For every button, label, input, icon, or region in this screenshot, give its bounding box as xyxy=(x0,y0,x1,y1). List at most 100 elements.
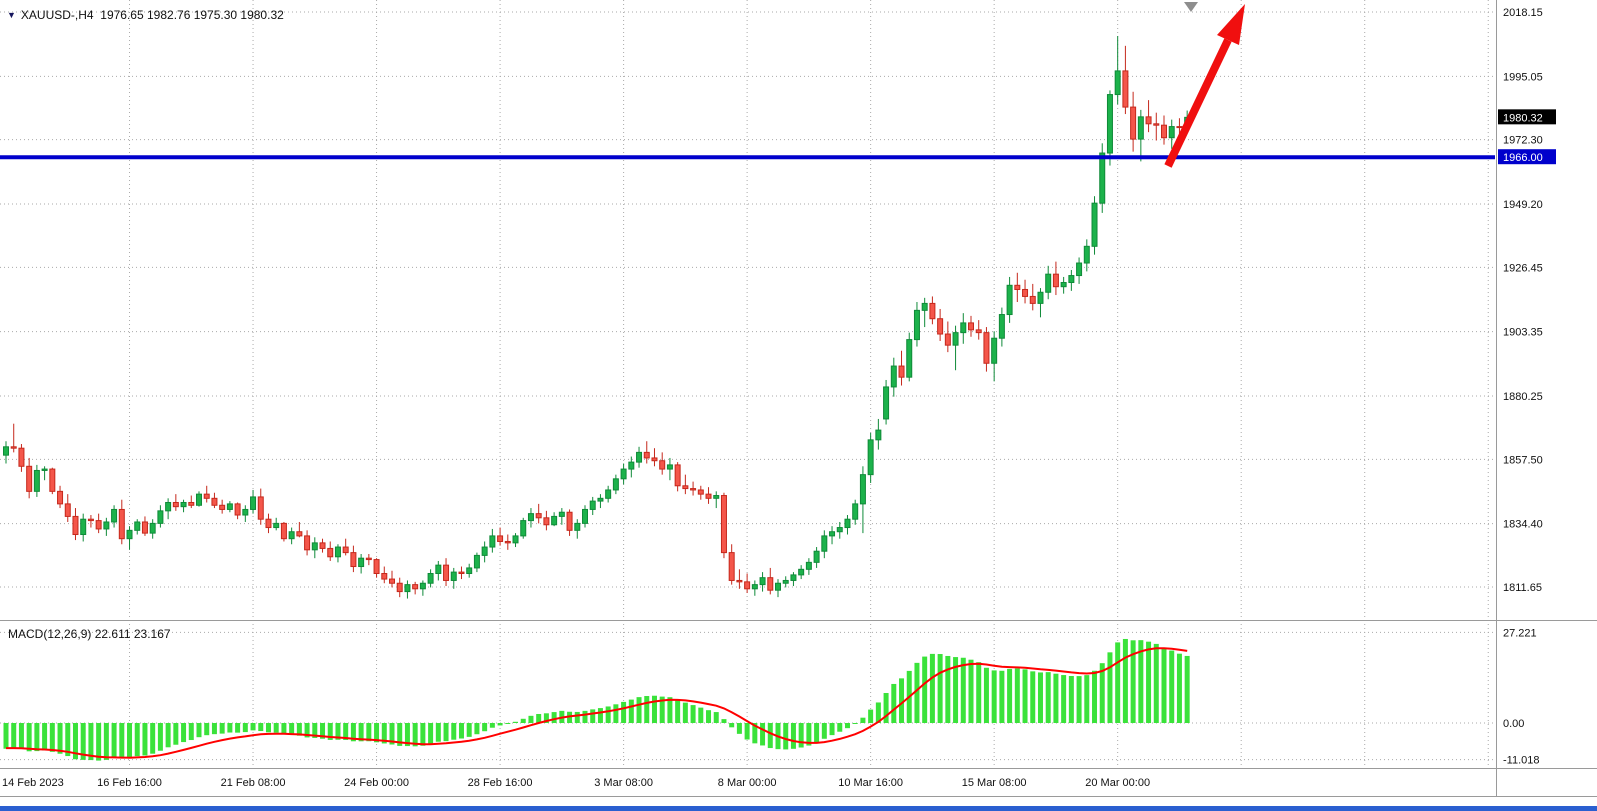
macd-bar xyxy=(852,723,858,724)
macd-bar xyxy=(505,723,511,724)
candle-up xyxy=(288,531,295,540)
candle-up xyxy=(612,478,619,491)
macd-bar xyxy=(273,723,279,733)
candle-up xyxy=(859,474,866,505)
macd-bar xyxy=(736,723,742,734)
candle-up xyxy=(419,582,426,590)
macd-bar xyxy=(706,710,712,723)
candle-up xyxy=(775,582,781,591)
time-axis[interactable]: 14 Feb 2023 16 Feb 16:00 21 Feb 08:00 24 Fe… xyxy=(2,777,1150,789)
candle-up xyxy=(620,468,627,480)
macd-bar xyxy=(142,723,148,756)
macd-bar xyxy=(57,723,63,754)
candle-down xyxy=(95,520,102,530)
macd-bar xyxy=(582,710,588,723)
candle-down xyxy=(728,552,735,581)
candle-down xyxy=(643,451,650,459)
macd-bar xyxy=(157,723,163,751)
macd-bar xyxy=(3,723,9,749)
candle-up xyxy=(334,546,341,558)
candle-down xyxy=(172,501,179,508)
macd-bar xyxy=(26,723,32,752)
price-tick-label: 1857.50 xyxy=(1503,454,1543,466)
macd-bar xyxy=(196,723,202,738)
symbol-dropdown-icon[interactable]: ▼ xyxy=(7,10,16,20)
scroll-marker[interactable] xyxy=(1184,2,1198,12)
candle-up xyxy=(1045,273,1052,293)
macd-bar xyxy=(929,653,935,723)
candle-up xyxy=(427,572,434,584)
price-axis[interactable]: 2018.15 1995.05 1972.30 1949.20 1926.45 1903.… xyxy=(1503,7,1543,594)
candle-down xyxy=(57,490,64,505)
macd-bar xyxy=(1169,650,1175,723)
macd-bar xyxy=(88,723,94,761)
macd-bar xyxy=(698,707,704,723)
candle-down xyxy=(365,557,372,561)
candle-up xyxy=(1106,94,1113,154)
candle-down xyxy=(659,460,666,470)
candle-down xyxy=(304,535,311,551)
macd-bar xyxy=(1092,670,1098,723)
price-tick-label: 1995.05 xyxy=(1503,71,1543,83)
price-tick-label: 1949.20 xyxy=(1503,199,1543,211)
macd-bar xyxy=(1061,675,1067,723)
macd-bar xyxy=(397,723,403,746)
candle-down xyxy=(18,447,25,467)
macd-bar xyxy=(389,723,395,745)
candle-down xyxy=(1052,273,1059,288)
candle-down xyxy=(674,464,681,487)
macd-bar xyxy=(1084,675,1090,723)
candle-down xyxy=(350,552,357,568)
macd-bar xyxy=(235,723,241,733)
candle-up xyxy=(913,309,920,341)
macd-bar xyxy=(551,712,557,723)
macd-bar xyxy=(211,723,217,735)
macd-bar xyxy=(65,723,71,757)
candle-up xyxy=(605,489,612,499)
time-tick-label: 10 Mar 16:00 xyxy=(838,777,903,789)
candle-down xyxy=(651,457,658,462)
candle-up xyxy=(883,386,890,420)
macd-bar xyxy=(1115,642,1121,723)
macd-bar xyxy=(34,723,40,752)
candle-down xyxy=(211,497,218,506)
candle-up xyxy=(759,577,766,586)
macd-bar xyxy=(590,709,596,723)
macd-bar xyxy=(713,712,719,723)
candle-up xyxy=(867,439,874,476)
macd-bar xyxy=(320,723,326,739)
macd-bar xyxy=(953,657,959,723)
macd-bar xyxy=(883,693,889,723)
macd-bar xyxy=(922,656,928,723)
macd-bar xyxy=(188,723,194,741)
candle-down xyxy=(1130,106,1137,140)
macd-bar xyxy=(1130,640,1136,723)
candle-up xyxy=(250,496,257,510)
price-tick-label: 1811.65 xyxy=(1503,582,1542,594)
candle-up xyxy=(890,365,897,388)
macd-bar xyxy=(821,723,827,739)
candle-up xyxy=(450,571,457,581)
macd-bar xyxy=(628,699,634,723)
macd-bar xyxy=(458,723,464,739)
macd-bar xyxy=(204,723,210,736)
indicator-axis: 27.221 0.00 -11.018 xyxy=(1503,627,1540,766)
macd-bar xyxy=(181,723,187,743)
macd-bar xyxy=(860,717,866,723)
macd-bar xyxy=(343,723,349,740)
candle-down xyxy=(234,503,241,516)
candle-up xyxy=(226,503,233,510)
candle-down xyxy=(983,332,990,364)
candle-down xyxy=(381,572,388,580)
macd-bar xyxy=(1068,676,1074,723)
candle-up xyxy=(520,520,527,537)
candle-up xyxy=(242,508,249,516)
macd-bar xyxy=(752,723,758,744)
candle-down xyxy=(968,322,974,331)
trend-arrow[interactable] xyxy=(1164,4,1245,168)
candle-down xyxy=(535,513,542,519)
candle-up xyxy=(358,557,365,568)
macd-bar xyxy=(513,721,519,723)
